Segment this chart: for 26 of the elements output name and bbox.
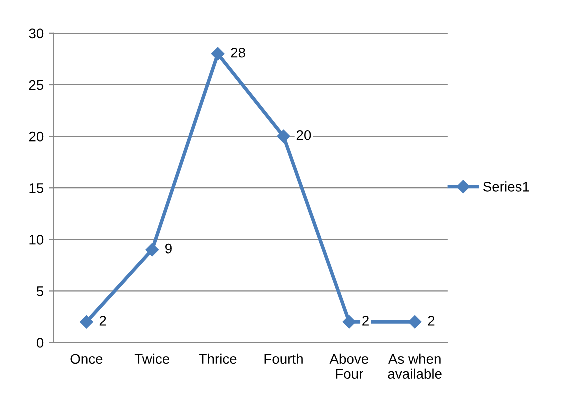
legend-label: Series1 [484, 182, 530, 192]
x-tick-label: As when available [388, 354, 442, 380]
x-tick-label: Twice [134, 354, 170, 364]
x-tick-label: Fourth [264, 354, 303, 364]
y-tick-label: 25 [29, 80, 44, 90]
x-tick-label: Thrice [199, 354, 237, 364]
data-label: 2 [100, 316, 106, 326]
data-label: 2 [362, 316, 369, 326]
x-tick-label: Once [70, 354, 103, 364]
y-tick-label: 0 [36, 338, 44, 348]
data-label: 2 [428, 316, 435, 326]
data-label: 9 [166, 244, 172, 254]
point [211, 47, 225, 61]
y-tick-label: 10 [30, 234, 44, 245]
x-tick-label: Above Four [330, 354, 368, 380]
point [277, 130, 290, 144]
y-tick-label: 15 [30, 184, 44, 194]
y-tick-label: 20 [29, 132, 44, 142]
data-label: 20 [296, 130, 312, 140]
data-label: 28 [231, 48, 246, 58]
y-tick-label: 5 [36, 286, 44, 296]
point [408, 316, 422, 329]
point [146, 243, 159, 257]
point [80, 316, 94, 329]
point [342, 316, 356, 329]
y-tick-label: 30 [29, 28, 44, 39]
